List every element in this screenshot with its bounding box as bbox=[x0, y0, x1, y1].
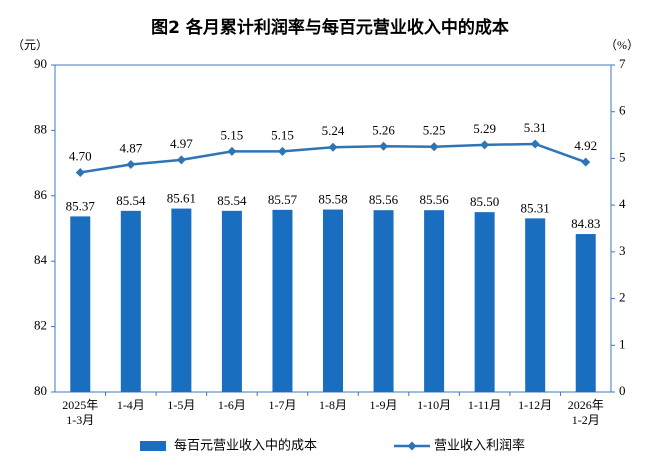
bar-value-label: 84.83 bbox=[571, 216, 600, 231]
bar bbox=[70, 216, 91, 392]
y-tick-label: 80 bbox=[34, 383, 47, 398]
line-value-label: 5.31 bbox=[524, 120, 547, 135]
x-tick-label: 1-12月 bbox=[518, 398, 552, 412]
bar-value-label: 85.37 bbox=[66, 198, 96, 213]
x-tick-label: 1-9月 bbox=[370, 398, 398, 412]
x-tick-line: 1-3月 bbox=[66, 413, 94, 427]
bar-value-label: 85.56 bbox=[369, 192, 399, 207]
y-tick-label: 84 bbox=[34, 252, 48, 267]
y2-tick-label: 0 bbox=[619, 383, 626, 398]
y-tick-label: 82 bbox=[34, 318, 47, 333]
legend-label: 每百元营业收入中的成本 bbox=[174, 438, 317, 454]
line-value-label: 5.15 bbox=[271, 127, 294, 142]
line-marker bbox=[530, 139, 540, 149]
bar-value-label: 85.57 bbox=[268, 192, 298, 207]
y-tick-label: 86 bbox=[34, 187, 48, 202]
y2-tick-label: 3 bbox=[619, 243, 626, 258]
bar bbox=[525, 218, 546, 392]
line-marker bbox=[480, 140, 490, 150]
bar bbox=[373, 210, 394, 392]
legend-swatch bbox=[140, 441, 166, 451]
bar-value-label: 85.50 bbox=[470, 194, 499, 209]
line-marker bbox=[379, 141, 389, 151]
bar bbox=[272, 209, 293, 392]
bar-value-label: 85.58 bbox=[318, 192, 347, 207]
y2-tick-label: 1 bbox=[619, 336, 626, 351]
y2-unit: （%） bbox=[605, 38, 639, 52]
x-tick-line: 1-8月 bbox=[319, 398, 347, 412]
bar bbox=[221, 210, 242, 392]
bar bbox=[474, 212, 495, 392]
line-value-label: 5.15 bbox=[221, 127, 244, 142]
x-tick-line: 1-5月 bbox=[167, 398, 195, 412]
bar bbox=[575, 234, 596, 392]
bar bbox=[424, 210, 445, 392]
line-value-label: 4.87 bbox=[119, 140, 142, 155]
line-value-label: 5.29 bbox=[473, 121, 496, 136]
bar bbox=[120, 210, 141, 392]
y2-tick-label: 6 bbox=[619, 103, 626, 118]
line-value-label: 4.92 bbox=[574, 138, 597, 153]
line-value-label: 4.70 bbox=[69, 148, 92, 163]
x-tick-label: 1-6月 bbox=[218, 398, 246, 412]
y2-tick-label: 7 bbox=[619, 56, 626, 71]
bar-value-label: 85.61 bbox=[167, 191, 196, 206]
line-value-label: 4.97 bbox=[170, 136, 193, 151]
bar bbox=[323, 209, 343, 392]
x-tick-line: 1-12月 bbox=[518, 398, 552, 412]
x-tick-line: 1-6月 bbox=[218, 398, 246, 412]
bar-value-label: 85.31 bbox=[521, 200, 550, 215]
y2-tick-label: 2 bbox=[619, 290, 626, 305]
line-marker bbox=[126, 160, 136, 170]
y-unit: （元） bbox=[12, 38, 48, 52]
line-marker bbox=[75, 167, 85, 177]
line-value-label: 5.26 bbox=[372, 122, 395, 137]
legend-marker bbox=[407, 441, 417, 451]
line-marker bbox=[277, 146, 287, 156]
x-tick-label: 1-10月 bbox=[417, 398, 451, 412]
line-marker bbox=[328, 142, 338, 152]
x-tick-line: 2025年 bbox=[62, 398, 98, 412]
line-marker bbox=[429, 142, 439, 152]
x-tick-line: 1-4月 bbox=[117, 398, 145, 412]
y-tick-label: 88 bbox=[34, 121, 47, 136]
x-tick-label: 1-11月 bbox=[468, 398, 502, 412]
bar-value-label: 85.54 bbox=[217, 193, 247, 208]
x-tick-label: 2026年 1-2月 bbox=[568, 398, 604, 427]
y2-tick-label: 4 bbox=[619, 196, 626, 211]
line-marker bbox=[227, 146, 237, 156]
line-marker bbox=[581, 157, 591, 167]
x-tick-line: 1-7月 bbox=[268, 398, 296, 412]
legend-label: 营业收入利润率 bbox=[434, 438, 525, 454]
bar-value-label: 85.56 bbox=[419, 192, 449, 207]
x-tick-label: 2025年 1-3月 bbox=[62, 398, 98, 427]
x-tick-line: 1-9月 bbox=[370, 398, 398, 412]
x-tick-label: 1-4月 bbox=[117, 398, 145, 412]
x-tick-line: 1-11月 bbox=[468, 398, 502, 412]
y-tick-label: 90 bbox=[34, 56, 47, 71]
line-value-label: 5.25 bbox=[423, 123, 446, 138]
x-tick-line: 1-2月 bbox=[572, 413, 600, 427]
chart-title: 图2 各月累计利润率与每百元营业收入中的成本 bbox=[151, 17, 509, 38]
line-marker bbox=[176, 155, 186, 165]
y2-tick-label: 5 bbox=[619, 149, 626, 164]
bar bbox=[171, 208, 192, 392]
x-tick-line: 1-10月 bbox=[417, 398, 451, 412]
x-tick-label: 1-8月 bbox=[319, 398, 347, 412]
line-value-label: 5.24 bbox=[322, 123, 345, 138]
x-tick-label: 1-7月 bbox=[268, 398, 296, 412]
x-tick-label: 1-5月 bbox=[167, 398, 195, 412]
x-tick-line: 2026年 bbox=[568, 398, 604, 412]
bar-value-label: 85.54 bbox=[116, 193, 146, 208]
